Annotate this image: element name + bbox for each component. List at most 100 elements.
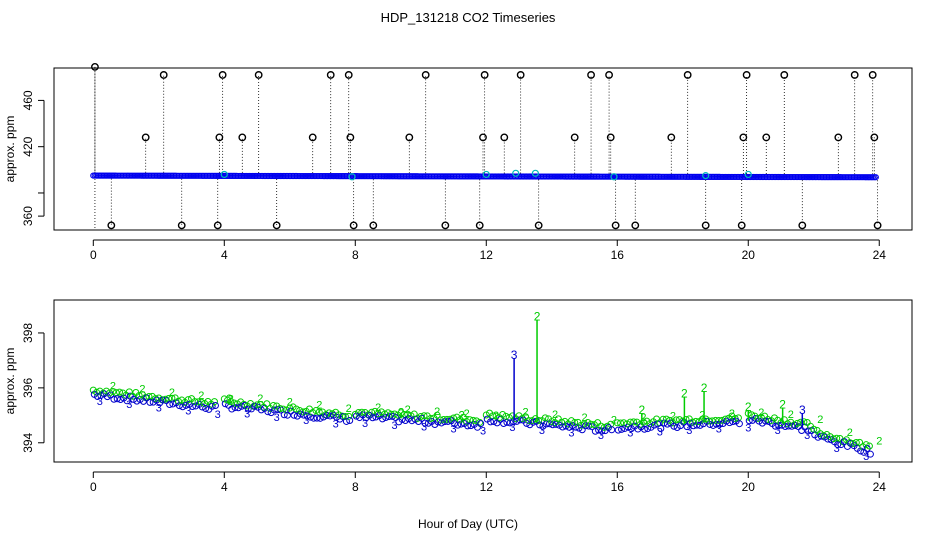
series2-point	[125, 388, 133, 396]
flagged-point	[762, 133, 771, 142]
series3-label: 3	[185, 406, 191, 418]
series3-point	[385, 413, 393, 421]
series3-point	[316, 414, 324, 422]
series-spike-label: 2	[779, 397, 786, 411]
series2-point	[793, 419, 801, 427]
x-tick-label: 8	[352, 248, 359, 262]
series-spike-label: 2	[745, 400, 752, 414]
series3-label: 3	[126, 399, 132, 411]
series3-point	[297, 410, 305, 418]
series2-point	[820, 432, 828, 440]
series3-point	[506, 419, 514, 427]
series2-label: 2	[758, 407, 764, 419]
series-spike-label: 2	[534, 309, 541, 323]
series2-point	[597, 422, 605, 430]
series2-label: 2	[434, 406, 440, 418]
series3-label: 3	[333, 418, 339, 430]
series2-point	[109, 387, 117, 395]
series3-point	[310, 414, 318, 422]
x-tick-label: 16	[611, 248, 625, 262]
series2-point	[155, 394, 163, 402]
series2-point	[862, 441, 870, 449]
series2-point	[224, 396, 232, 404]
series3-point	[866, 450, 874, 458]
series3-label: 3	[745, 423, 751, 435]
series2-point	[197, 398, 205, 406]
flagged-point	[780, 71, 789, 79]
series3-label: 3	[480, 425, 486, 437]
flagged-point	[159, 71, 168, 79]
x-tick-label: 12	[480, 248, 494, 262]
y-tick-label: 394	[21, 432, 35, 452]
series2-point	[662, 415, 670, 423]
series2-point	[672, 416, 680, 424]
flagged-point	[534, 221, 543, 230]
x-tick-label: 16	[611, 480, 625, 494]
series2-point	[263, 400, 271, 408]
series2-label: 2	[523, 407, 529, 419]
cyan-point	[220, 170, 228, 179]
flagged-point	[369, 221, 378, 230]
series2-point	[617, 419, 625, 427]
flagged-point	[349, 221, 358, 230]
series2-point	[698, 415, 706, 423]
y-tick-label: 396	[21, 378, 35, 398]
series2-point	[407, 412, 415, 420]
series2-point	[505, 414, 513, 422]
series-spike-label: 2	[701, 381, 708, 395]
series2-point	[345, 412, 353, 420]
series3-label: 3	[775, 425, 781, 437]
series2-point	[227, 397, 235, 405]
series3-point	[182, 401, 190, 409]
series2-point	[276, 405, 284, 413]
series2-label: 2	[198, 390, 204, 402]
series3-point	[441, 418, 449, 426]
series2-point	[115, 388, 123, 396]
series2-label: 2	[847, 427, 853, 439]
series2-point	[659, 415, 667, 423]
series3-point	[598, 427, 606, 435]
series3-point	[670, 422, 678, 430]
series2-point	[797, 418, 805, 426]
series3-point	[103, 393, 111, 401]
x-tick-label: 24	[873, 480, 887, 494]
series3-point	[166, 400, 174, 408]
series3-point	[464, 422, 472, 430]
flagged-point	[480, 71, 489, 79]
series2-point	[328, 410, 336, 418]
series2-label: 2	[670, 411, 676, 423]
series3-point	[706, 420, 714, 428]
baseline-point	[872, 174, 879, 181]
series3-label: 3	[421, 422, 427, 434]
series3-point	[562, 422, 570, 430]
series2-point	[682, 416, 690, 424]
series2-point	[525, 417, 533, 425]
x-tick-label: 0	[90, 480, 97, 494]
series3-label: 3	[804, 430, 810, 442]
series-spike-label: 3	[511, 348, 518, 362]
cyan-point	[702, 172, 710, 180]
series2-point	[623, 420, 631, 428]
flagged-point	[516, 71, 525, 79]
series2-point	[446, 415, 454, 423]
series3-point	[320, 413, 328, 421]
series-spike-label: 2	[226, 392, 233, 406]
series2-label: 2	[611, 414, 617, 426]
flagged-point	[701, 221, 710, 230]
flagged-point	[606, 133, 615, 142]
flagged-point	[272, 221, 281, 230]
series3-point	[326, 412, 334, 420]
flagged-point	[141, 133, 150, 142]
series2-point	[463, 417, 471, 425]
cyan-point	[482, 170, 490, 179]
series2-point	[469, 416, 477, 424]
series3-point	[771, 422, 779, 430]
series2-point	[312, 407, 320, 415]
series2-point	[800, 418, 808, 426]
series3-point	[369, 414, 377, 422]
flagged-point	[346, 133, 355, 142]
series3-point	[618, 425, 626, 433]
series2-point	[571, 418, 579, 426]
series2-label: 2	[346, 403, 352, 415]
